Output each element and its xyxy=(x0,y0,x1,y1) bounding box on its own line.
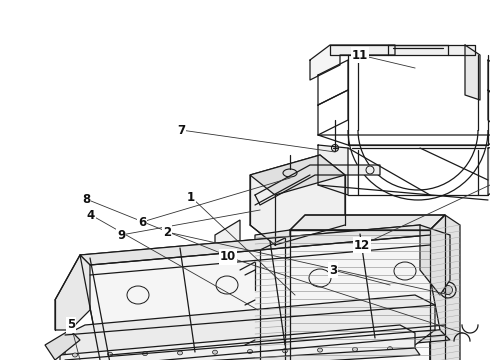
Polygon shape xyxy=(318,145,348,195)
Ellipse shape xyxy=(283,169,297,177)
Polygon shape xyxy=(430,215,445,360)
Text: 5: 5 xyxy=(67,319,75,332)
Polygon shape xyxy=(55,255,90,330)
Polygon shape xyxy=(420,225,450,295)
Polygon shape xyxy=(215,220,255,335)
Ellipse shape xyxy=(352,347,358,351)
Polygon shape xyxy=(100,330,450,360)
Polygon shape xyxy=(250,155,345,195)
Polygon shape xyxy=(488,145,490,195)
Polygon shape xyxy=(65,295,435,360)
Ellipse shape xyxy=(107,352,113,356)
Polygon shape xyxy=(465,45,480,100)
Text: 4: 4 xyxy=(87,208,95,221)
Polygon shape xyxy=(255,165,380,205)
Text: 10: 10 xyxy=(220,251,236,264)
Polygon shape xyxy=(330,45,475,55)
Text: 8: 8 xyxy=(82,193,90,206)
Text: 2: 2 xyxy=(163,225,171,239)
Polygon shape xyxy=(310,45,395,80)
Ellipse shape xyxy=(388,347,392,351)
Text: 6: 6 xyxy=(138,216,146,229)
Polygon shape xyxy=(430,215,460,360)
Ellipse shape xyxy=(213,350,218,354)
Polygon shape xyxy=(80,225,440,360)
Polygon shape xyxy=(80,225,430,265)
Text: 1: 1 xyxy=(187,190,195,203)
Polygon shape xyxy=(255,230,290,360)
Ellipse shape xyxy=(283,349,288,353)
Text: 3: 3 xyxy=(329,264,337,276)
Polygon shape xyxy=(290,215,445,230)
Polygon shape xyxy=(60,348,420,360)
Text: 12: 12 xyxy=(354,239,370,252)
Ellipse shape xyxy=(440,282,456,298)
Ellipse shape xyxy=(318,348,322,352)
Polygon shape xyxy=(60,325,415,360)
Polygon shape xyxy=(290,230,430,360)
Ellipse shape xyxy=(443,285,452,294)
Ellipse shape xyxy=(177,351,182,355)
Ellipse shape xyxy=(143,352,147,356)
Polygon shape xyxy=(45,330,80,360)
Polygon shape xyxy=(255,230,290,360)
Text: 11: 11 xyxy=(352,49,368,62)
Text: 7: 7 xyxy=(177,123,185,136)
Ellipse shape xyxy=(247,350,252,354)
Polygon shape xyxy=(250,155,345,245)
Ellipse shape xyxy=(73,353,77,357)
Text: 9: 9 xyxy=(117,229,125,242)
